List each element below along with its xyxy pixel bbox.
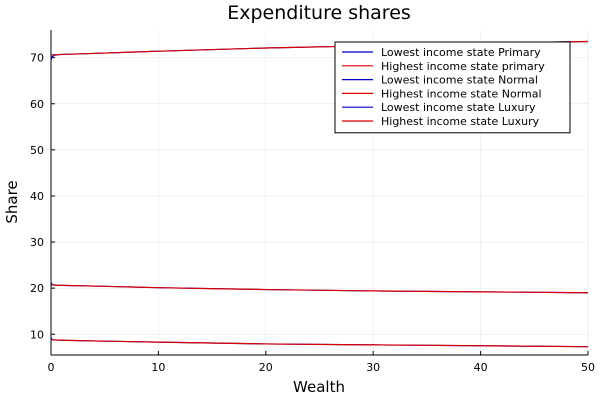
y-tick-label: 40 xyxy=(30,190,44,203)
y-tick-label: 10 xyxy=(30,328,44,341)
y-tick-label: 50 xyxy=(30,144,44,157)
axes xyxy=(50,30,588,356)
legend-label: Lowest income state Luxury xyxy=(381,101,536,114)
legend-label: Lowest income state Primary xyxy=(381,46,541,59)
x-tick-label: 30 xyxy=(366,361,380,374)
legend-label: Highest income state Normal xyxy=(381,87,542,100)
y-tick-label: 20 xyxy=(30,282,44,295)
chart-title: Expenditure shares xyxy=(227,2,411,24)
legend-label: Highest income state primary xyxy=(381,60,545,73)
legend-label: Highest income state Luxury xyxy=(381,115,540,128)
y-tick-label: 70 xyxy=(30,52,44,65)
series-line-4 xyxy=(50,284,589,294)
x-tick-label: 0 xyxy=(48,361,55,374)
tick-labels: 0 10 20 30 40 50 10 20 30 40 50 60 70 xyxy=(30,52,595,374)
y-tick-label: 60 xyxy=(30,98,44,111)
x-tick-label: 50 xyxy=(581,361,595,374)
x-axis-title: Wealth xyxy=(293,378,345,396)
grid-lines xyxy=(50,30,589,355)
x-tick-label: 20 xyxy=(259,361,273,374)
y-axis-title: Share xyxy=(3,180,21,223)
x-tick-label: 10 xyxy=(151,361,165,374)
series-line-6 xyxy=(50,339,589,348)
legend-label: Lowest income state Normal xyxy=(381,74,538,87)
y-tick-label: 30 xyxy=(30,236,44,249)
x-tick-label: 40 xyxy=(474,361,488,374)
legend-box xyxy=(334,41,571,134)
